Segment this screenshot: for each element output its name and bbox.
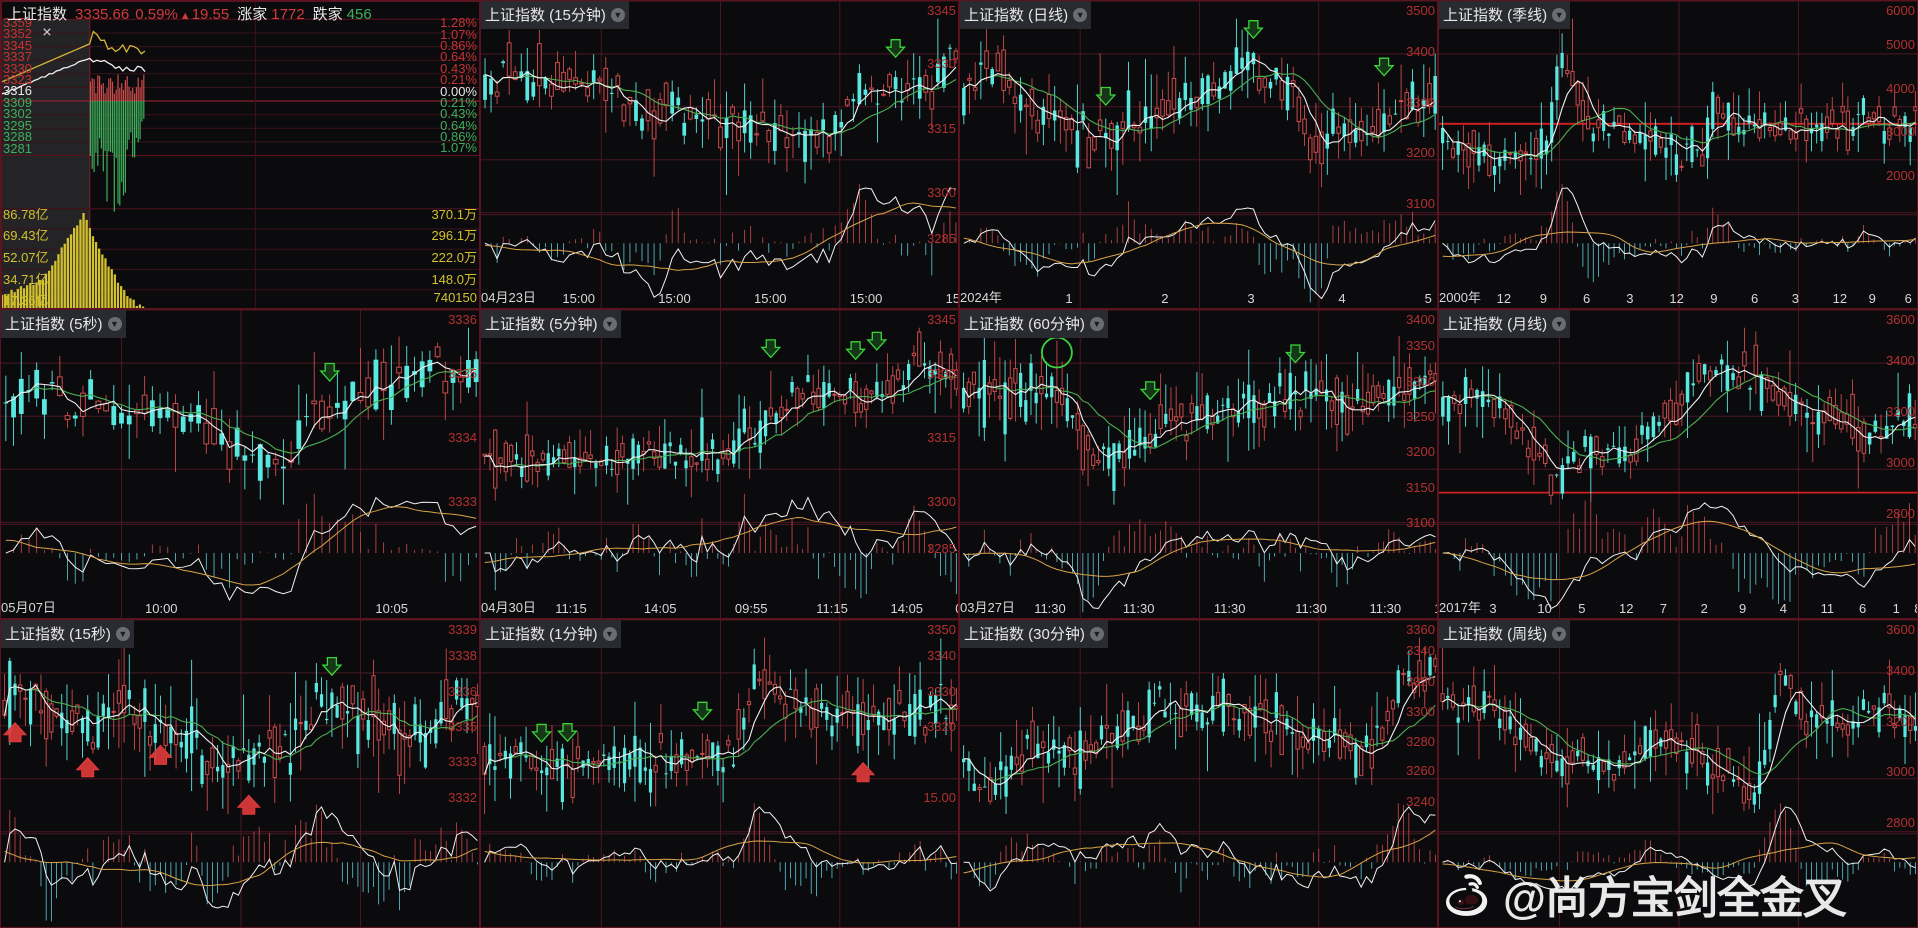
svg-text:✕: ✕ <box>42 26 53 40</box>
